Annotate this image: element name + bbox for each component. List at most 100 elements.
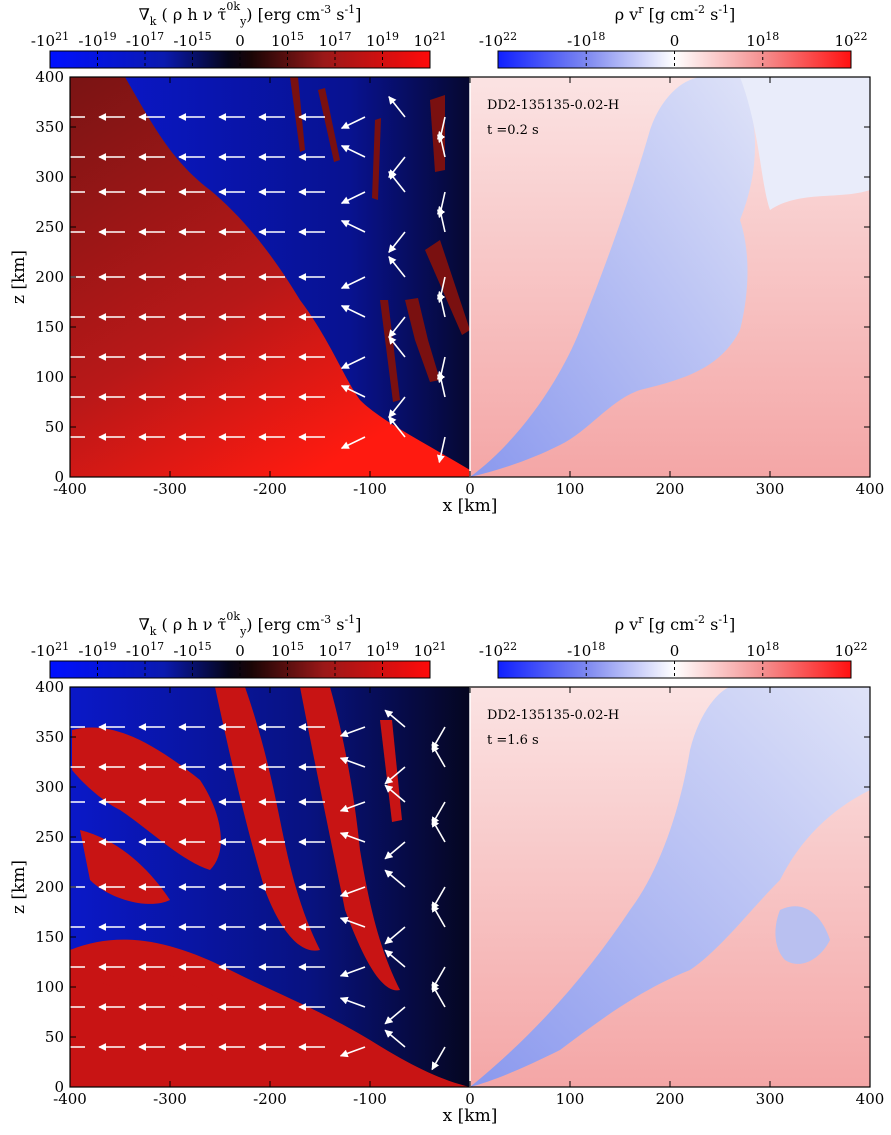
red-filament: [300, 687, 400, 991]
arrow: [339, 996, 366, 1008]
x-tick-label: 100: [556, 480, 585, 498]
arrow: [388, 256, 406, 278]
arrow: [388, 316, 406, 338]
arrow: [384, 1006, 406, 1025]
arrow: [339, 756, 366, 768]
red-filament: [372, 118, 381, 200]
x-tick-label: 100: [556, 1090, 585, 1108]
x-tick-label: 400: [856, 1090, 885, 1108]
y-tick-label: 250: [35, 218, 64, 236]
time-annotation: t =0.2 s: [487, 123, 539, 138]
right-colorbar-tick-label: 1018: [746, 640, 779, 660]
y-tick-label: 100: [35, 978, 64, 996]
arrow: [384, 709, 406, 728]
panel-bottom: ∇k ( ρ h ν τ̃0ky) [erg cm-3 s-1] ρ vr [g …: [9, 610, 884, 1126]
left-colorbar-tick-label: -1017: [126, 30, 164, 50]
arrow-field: [58, 709, 446, 1071]
arrow: [436, 191, 446, 219]
arrow: [384, 841, 406, 860]
left-colorbar-tick-label: 1015: [271, 30, 304, 50]
arrow: [339, 831, 366, 843]
right-colorbar-tick-label: 1022: [834, 640, 867, 660]
arrow: [340, 384, 366, 398]
left-colorbar-tick-label: 1019: [366, 30, 399, 50]
left-colorbar-tick-label: 0: [235, 642, 245, 660]
x-tick-label: -300: [153, 480, 187, 498]
y-tick-label: 150: [35, 928, 64, 946]
x-tick-label: 200: [656, 480, 685, 498]
arrow: [436, 276, 446, 304]
left-colorbar-tick-label: 0: [235, 32, 245, 50]
left-colorbar-tick-label: -1017: [126, 640, 164, 660]
left-colorbar-title: ∇k ( ρ h ν τ̃0ky) [erg cm-3 s-1]: [139, 610, 362, 638]
right-heatmap: [470, 77, 870, 477]
arrow: [340, 144, 366, 158]
right-colorbar-tick-label: 0: [670, 642, 680, 660]
y-tick-label: 100: [35, 368, 64, 386]
y-tick-label: 200: [35, 268, 64, 286]
arrow: [340, 304, 366, 318]
x-tick-label: 400: [856, 480, 885, 498]
panel-top: ∇k ( ρ h ν τ̃0ky) [erg cm-3 s-1] ρ vr [g …: [9, 0, 884, 516]
y-tick-label: 400: [35, 678, 64, 696]
arrow: [388, 156, 406, 178]
arrow: [384, 926, 406, 945]
left-colorbar-tick-label: 1017: [318, 640, 351, 660]
x-tick-label: -200: [253, 480, 287, 498]
inflow-region: [740, 77, 870, 210]
left-colorbar-tick-label: -1019: [78, 640, 116, 660]
time-annotation: t =1.6 s: [487, 733, 539, 748]
red-filament: [95, 964, 220, 1002]
right-colorbar-title: ρ vr [g cm-2 s-1]: [615, 3, 736, 24]
y-tick-label: 300: [35, 778, 64, 796]
x-axis-label: x [km]: [443, 496, 498, 516]
right-colorbar-tick-label: 1022: [834, 30, 867, 50]
arrow: [388, 231, 406, 253]
y-axis-label: z [km]: [9, 860, 29, 914]
arrow: [339, 966, 366, 978]
arrow: [431, 1046, 446, 1071]
x-tick-label: -100: [353, 1090, 387, 1108]
y-tick-label: 400: [35, 68, 64, 86]
red-filament: [380, 300, 400, 402]
left-colorbar-tick-label: -1021: [31, 30, 69, 50]
x-tick-label: -300: [153, 1090, 187, 1108]
red-filament: [72, 727, 221, 870]
left-colorbar-title: ∇k ( ρ h ν τ̃0ky) [erg cm-3 s-1]: [139, 0, 362, 28]
left-colorbar-tick-label: 1017: [318, 30, 351, 50]
y-tick-label: 250: [35, 828, 64, 846]
y-axis-label: z [km]: [9, 250, 29, 304]
left-colorbar-tick-label: 1021: [413, 30, 446, 50]
arrow-field: [58, 96, 446, 464]
y-tick-label: 350: [35, 118, 64, 136]
x-tick-label: -400: [53, 480, 87, 498]
arrow: [431, 726, 446, 751]
arrow: [388, 336, 406, 358]
arrow: [436, 356, 446, 384]
arrow: [384, 1029, 406, 1048]
run-annotation: DD2-135135-0.02-H: [487, 98, 619, 113]
left-colorbar-tick-label: 1015: [271, 640, 304, 660]
y-tick-label: 50: [45, 1028, 64, 1046]
arrow: [340, 276, 366, 290]
arrow: [339, 726, 366, 738]
arrow: [340, 191, 366, 205]
x-tick-label: 300: [756, 1090, 785, 1108]
red-filament: [405, 298, 440, 382]
right-colorbar-tick-label: -1018: [567, 30, 605, 50]
right-colorbar-title: ρ vr [g cm-2 s-1]: [615, 613, 736, 634]
right-colorbar-tick-label: -1022: [479, 640, 517, 660]
y-tick-label: 0: [54, 1078, 64, 1096]
y-tick-label: 150: [35, 318, 64, 336]
left-colorbar-tick-label: -1015: [173, 640, 211, 660]
arrow: [436, 116, 446, 144]
red-filament: [425, 240, 470, 335]
arrow: [436, 436, 446, 464]
arrow: [340, 116, 366, 130]
arrow: [384, 949, 406, 968]
red-filament: [318, 88, 340, 162]
inflow-region: [775, 906, 830, 964]
right-colorbar-tick-label: -1018: [567, 640, 605, 660]
red-filament: [380, 720, 402, 822]
y-tick-label: 300: [35, 168, 64, 186]
